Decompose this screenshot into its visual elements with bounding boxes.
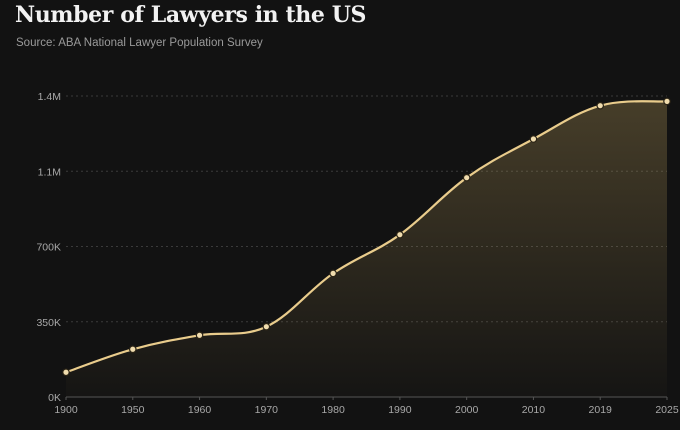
data-point xyxy=(195,331,204,340)
data-point xyxy=(529,135,538,143)
x-tick-label: 2000 xyxy=(455,404,479,416)
x-tick-label: 1950 xyxy=(121,404,145,416)
data-point xyxy=(62,368,70,377)
data-point xyxy=(329,269,337,278)
area-fill xyxy=(66,101,667,397)
data-point xyxy=(396,230,404,239)
data-point xyxy=(596,101,605,110)
x-tick-label: 2019 xyxy=(589,404,613,416)
x-tick-label: 1990 xyxy=(388,404,412,416)
y-tick-label: 1.4M xyxy=(38,91,61,103)
x-tick-label: 1900 xyxy=(54,404,78,416)
data-point xyxy=(262,322,271,331)
x-tick-label: 1980 xyxy=(321,404,345,416)
y-tick-label: 700K xyxy=(36,242,61,254)
data-point xyxy=(663,97,671,106)
chart-subtitle: Source: ABA National Lawyer Population S… xyxy=(16,37,263,49)
data-point xyxy=(462,173,471,182)
x-tick-label: 1970 xyxy=(255,404,279,416)
area-fill-layer xyxy=(66,101,667,397)
x-tick-label: 1960 xyxy=(188,404,212,416)
data-point xyxy=(128,345,137,354)
chart-title: Number of Lawyers in the US xyxy=(15,2,366,28)
data-points xyxy=(62,97,671,377)
y-tick-label: 1.1M xyxy=(38,166,61,178)
x-tick-label: 2010 xyxy=(522,404,546,416)
x-tick-label: 2025 xyxy=(655,404,679,416)
series-line xyxy=(64,100,669,374)
axes: 0K 350K 700K 1.1M 1.4M 1900 1950 1960 1970 1980 19… xyxy=(36,91,678,416)
y-tick-label: 0K xyxy=(48,392,61,404)
y-tick-label: 350K xyxy=(36,317,61,329)
series-line-layer xyxy=(64,100,669,374)
